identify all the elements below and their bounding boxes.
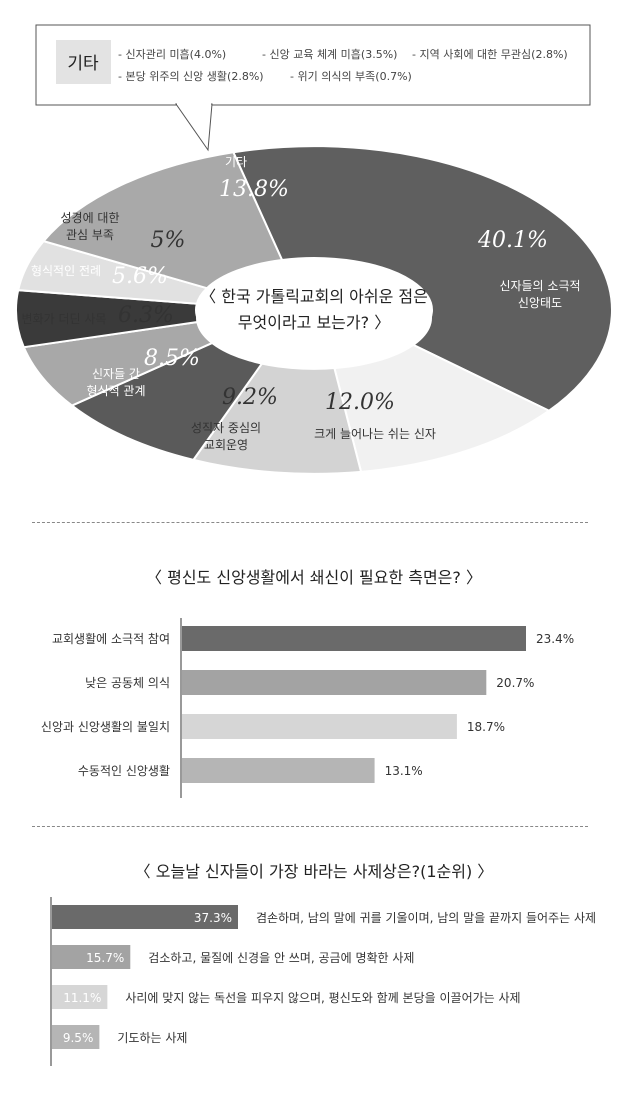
donut-category-label: 성직자 중심의 (191, 421, 261, 435)
bar (52, 985, 108, 1009)
bar-category-label: 사리에 맞지 않는 독선을 피우지 않으며, 평신도와 함께 본당을 이끌어가는… (125, 991, 520, 1005)
donut-category-label: 신자들 간 (92, 367, 140, 381)
callout-item-1: - 신자관리 미흡(4.0%) (118, 47, 226, 61)
bar-chart-priest-marks: 37.3% 겸손하며, 남의 말에 귀를 기울이며, 남의 말을 끝까지 들어주는… (52, 905, 596, 1049)
callout-item-4: - 본당 위주의 신앙 생활(2.8%) (118, 69, 264, 83)
bar-chart-renewal-title: 〈 평신도 신앙생활에서 쇄신이 필요한 측면은? 〉 (146, 568, 482, 587)
bar-category-label: 수동적인 신앙생활 (78, 764, 170, 778)
donut-value-label: 6.3% (118, 303, 174, 328)
donut-value-label: 40.1% (477, 228, 548, 253)
bar-category-label: 겸손하며, 남의 말에 귀를 기울이며, 남의 말을 끝까지 들어주는 사제 (256, 911, 596, 925)
callout-item-2: - 신앙 교육 체계 미흡(3.5%) (262, 47, 397, 61)
donut-title-line-2: 무엇이라고 보는가? 〉 (238, 313, 390, 332)
callout-heading-box (56, 40, 111, 84)
bar (52, 1025, 100, 1049)
donut-category-label: 관심 부족 (66, 228, 114, 242)
donut-category-label: 기타 (225, 155, 247, 169)
donut-hole (196, 266, 432, 370)
divider-2 (32, 826, 588, 827)
donut-category-label: 형식적인 전례 (31, 264, 101, 278)
bar (52, 905, 238, 929)
donut-category-label: 신앙태도 (518, 296, 562, 310)
donut-value-label: 8.5% (144, 346, 200, 371)
bar-category-label: 검소하고, 물질에 신경을 안 쓰며, 공금에 명확한 사제 (148, 951, 414, 965)
donut-slice-신자들의-소극적-신앙태도 (231, 145, 613, 412)
bar-value-label: 9.5% (63, 1031, 94, 1045)
donut-category-label: 신자들의 소극적 (499, 279, 580, 293)
bar-value-label: 11.1% (63, 991, 101, 1005)
donut-slice-기타 (41, 151, 284, 290)
donut-category-label: 성경에 대한 (60, 211, 119, 225)
bar-chart-renewal-marks: 교회생활에 소극적 참여 23.4% 낮은 공동체 의식 20.7% 신앙과 신앙생활의… (41, 626, 574, 783)
callout-heading: 기타 (67, 54, 99, 74)
callout-item-5: - 위기 의식의 부족(0.7%) (290, 70, 412, 83)
donut-slices (15, 145, 613, 475)
donut-category-label: 변화가 더딘 사목 (22, 312, 107, 326)
other-callout: 기타 - 신자관리 미흡(4.0%) - 신앙 교육 체계 미흡(3.5%) -… (35, 24, 591, 152)
bar (182, 670, 487, 695)
bar-value-label: 37.3% (194, 911, 232, 925)
bar-chart-renewal: 〈 평신도 신앙생활에서 쇄신이 필요한 측면은? 〉 교회생활에 소극적 참여… (41, 568, 574, 798)
bar (182, 714, 457, 739)
bar (182, 758, 375, 783)
bar-value-label: 15.7% (86, 951, 124, 965)
divider-1 (32, 522, 588, 523)
bar-chart-priest: 〈 오늘날 신자들이 가장 바라는 사제상은?(1순위) 〉 37.3% 겸손하며… (50, 862, 596, 1066)
bar-category-label: 기도하는 사제 (117, 1031, 187, 1045)
donut-category-label: 형식적 관계 (86, 384, 145, 398)
donut-category-label: 크게 늘어나는 쉬는 신자 (314, 427, 436, 441)
bar-value-label: 23.4% (536, 632, 574, 646)
callout-pointer (175, 103, 213, 152)
donut-value-label: 5.6% (112, 264, 168, 289)
bar-value-label: 18.7% (467, 720, 505, 734)
donut-category-label: 교회운영 (204, 438, 248, 452)
bar-value-label: 13.1% (385, 764, 423, 778)
bar-category-label: 교회생활에 소극적 참여 (52, 632, 170, 646)
bar-category-label: 신앙과 신앙생활의 불일치 (41, 720, 170, 734)
bar (52, 945, 131, 969)
bar-category-label: 낮은 공동체 의식 (85, 676, 170, 690)
callout-box (35, 24, 591, 106)
donut-title-line-1: 〈 한국 가톨릭교회의 아쉬운 점은 (200, 287, 428, 306)
callout-item-3: - 지역 사회에 대한 무관심(2.8%) (412, 48, 568, 61)
donut-value-label: 12.0% (325, 390, 395, 415)
donut-value-label: 13.8% (219, 177, 289, 202)
bar-value-label: 20.7% (496, 676, 534, 690)
donut-value-label: 5% (151, 228, 186, 253)
donut-value-label: 9.2% (222, 385, 278, 410)
bar (182, 626, 526, 651)
bar-chart-priest-title: 〈 오늘날 신자들이 가장 바라는 사제상은?(1순위) 〉 (135, 862, 494, 881)
